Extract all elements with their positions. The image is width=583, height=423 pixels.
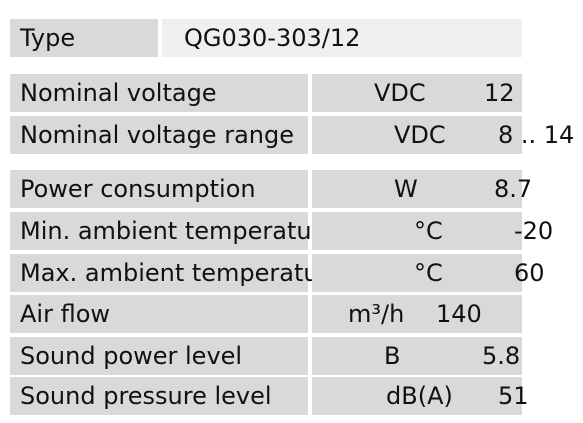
spec-unit: dB(A) <box>386 382 453 410</box>
spec-value: -20 <box>514 217 554 245</box>
spec-row-sound-power-level: Sound power level B 5.8 <box>10 337 522 375</box>
type-label: Type <box>10 19 158 57</box>
spec-value: 51 <box>498 382 529 410</box>
spec-value: 60 <box>514 259 545 287</box>
spec-unit: B <box>384 342 401 370</box>
spec-row-nominal-voltage: Nominal voltage VDC 12 <box>10 74 522 112</box>
spec-unit: m³/h <box>348 300 405 328</box>
spec-value-cell: °C 60 <box>312 254 545 292</box>
spec-row-sound-pressure-level: Sound pressure level dB(A) 51 <box>10 377 529 415</box>
spec-label: Air flow <box>10 295 308 333</box>
spec-row-min-ambient-temperature: Min. ambient temperature °C -20 <box>10 212 553 250</box>
spec-row-nominal-voltage-range: Nominal voltage range VDC 8 .. 14 <box>10 116 574 154</box>
spec-row-air-flow: Air flow m³/h 140 <box>10 295 522 333</box>
spec-value: 8.7 <box>494 175 533 203</box>
spec-value-cell: B 5.8 <box>312 337 522 375</box>
spec-value-cell: m³/h 140 <box>312 295 522 333</box>
spec-value-cell: °C -20 <box>312 212 553 250</box>
spec-unit: W <box>394 175 418 203</box>
spec-label: Sound pressure level <box>10 377 308 415</box>
spec-label: Sound power level <box>10 337 308 375</box>
spec-value: 5.8 <box>482 342 521 370</box>
spec-row-max-ambient-temperature: Max. ambient temperature °C 60 <box>10 254 545 292</box>
spec-value-cell: dB(A) 51 <box>312 377 529 415</box>
spec-label: Power consumption <box>10 170 308 208</box>
spec-value: 12 <box>484 79 515 107</box>
spec-label: Nominal voltage <box>10 74 308 112</box>
spec-label: Min. ambient temperature <box>10 212 336 250</box>
spec-label: Nominal voltage range <box>10 116 308 154</box>
spec-unit: VDC <box>394 121 446 149</box>
spec-label: Max. ambient temperature <box>10 254 343 292</box>
spec-unit: °C <box>414 217 443 245</box>
spec-unit: VDC <box>374 79 426 107</box>
spec-row-power-consumption: Power consumption W 8.7 <box>10 170 532 208</box>
spec-value: 8 .. 14 <box>498 121 575 149</box>
spec-value: 140 <box>436 300 482 328</box>
type-row: Type QG030-303/12 <box>10 19 522 57</box>
type-value: QG030-303/12 <box>162 19 522 57</box>
spec-value-cell: VDC 8 .. 14 <box>312 116 574 154</box>
spec-value-cell: W 8.7 <box>312 170 532 208</box>
spec-unit: °C <box>414 259 443 287</box>
spec-value-cell: VDC 12 <box>312 74 522 112</box>
